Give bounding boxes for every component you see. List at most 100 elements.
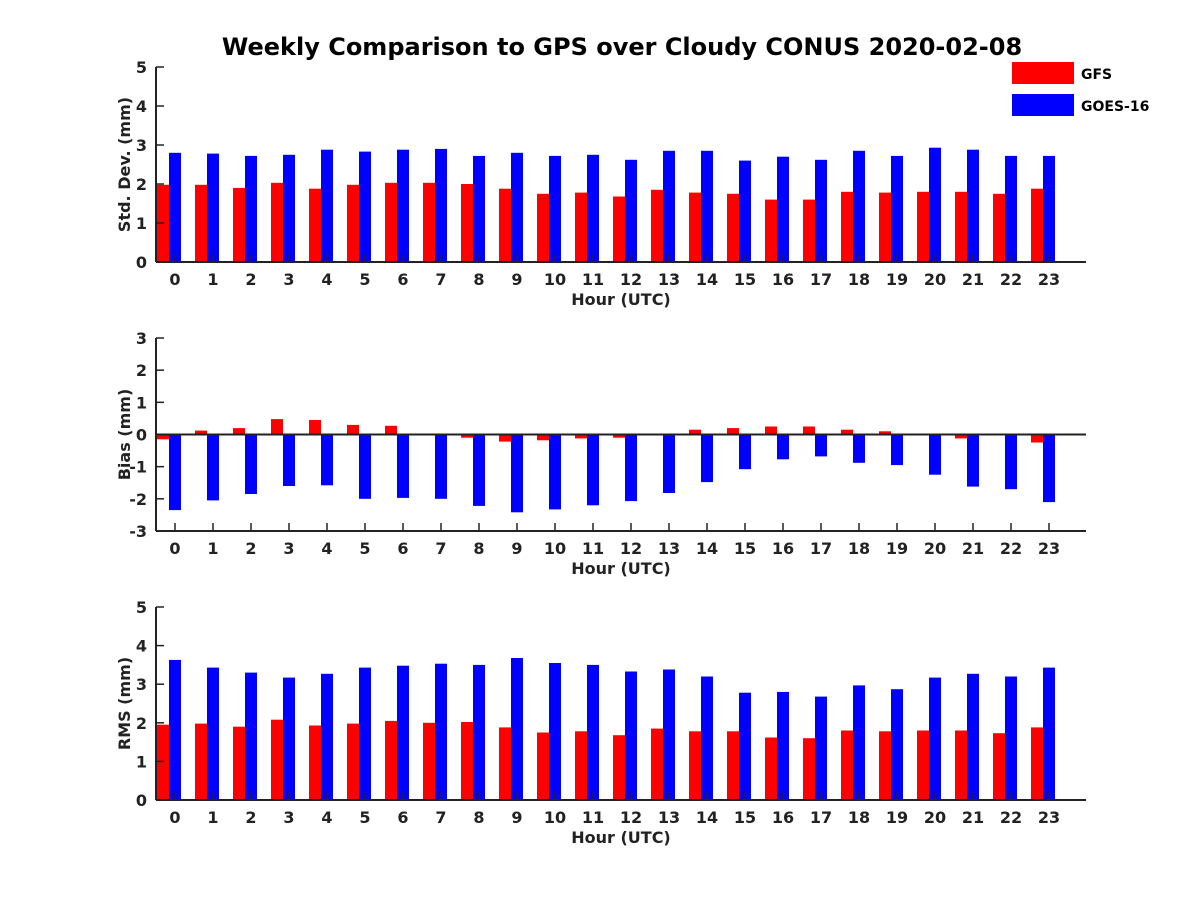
rms-x-tick-label: 7 xyxy=(435,808,446,827)
std-dev-bar-gfs-1 xyxy=(195,184,207,262)
rms-bar-gfs-6 xyxy=(385,720,397,800)
bias-x-tick-label: 16 xyxy=(772,539,794,558)
std-dev-bar-goes16-4 xyxy=(321,149,333,262)
rms-bar-gfs-8 xyxy=(461,722,473,800)
bias-x-tick-label: 22 xyxy=(1000,539,1022,558)
rms-x-tick-label: 5 xyxy=(359,808,370,827)
bias-x-tick-label: 4 xyxy=(321,539,332,558)
std-dev-x-tick-label: 5 xyxy=(359,270,370,289)
bias-x-tick-label: 15 xyxy=(734,539,756,558)
rms-bar-goes16-1 xyxy=(207,667,219,800)
std-dev-x-tick-label: 7 xyxy=(435,270,446,289)
std-dev-x-tick-label: 10 xyxy=(544,270,566,289)
std-dev-x-tick-label: 8 xyxy=(473,270,484,289)
rms-x-tick-label: 22 xyxy=(1000,808,1022,827)
rms-bar-gfs-19 xyxy=(879,731,891,800)
std-dev-bar-gfs-5 xyxy=(347,184,359,262)
rms-bar-gfs-20 xyxy=(917,730,929,800)
std-dev-x-tick-label: 14 xyxy=(696,270,718,289)
std-dev-x-tick-label: 22 xyxy=(1000,270,1022,289)
bias-y-tick-label: 0 xyxy=(136,426,147,445)
rms-bar-gfs-15 xyxy=(727,731,739,800)
rms-x-tick-label: 2 xyxy=(245,808,256,827)
std-dev-bar-gfs-7 xyxy=(423,182,435,262)
std-dev-bar-gfs-18 xyxy=(841,191,853,262)
bias-bar-goes16-6 xyxy=(397,434,409,498)
rms-y-tick-label: 5 xyxy=(136,598,147,617)
std-dev-y-tick-label: 3 xyxy=(136,136,147,155)
rms-bar-gfs-16 xyxy=(765,737,777,800)
std-dev-bar-goes16-20 xyxy=(929,147,941,262)
bias-bar-gfs-14 xyxy=(689,429,701,435)
bias-y-tick-label: 2 xyxy=(136,361,147,380)
std-dev-bar-gfs-11 xyxy=(575,192,587,262)
std-dev-x-tick-label: 6 xyxy=(397,270,408,289)
bias-bar-goes16-22 xyxy=(1005,434,1017,490)
rms-bar-goes16-15 xyxy=(739,692,751,800)
rms-bar-gfs-18 xyxy=(841,730,853,800)
std-dev-bar-goes16-9 xyxy=(511,152,523,262)
std-dev-bar-gfs-13 xyxy=(651,189,663,262)
std-dev-bar-gfs-19 xyxy=(879,192,891,262)
bias-y-tick-label: -2 xyxy=(129,490,147,509)
rms-x-tick-label: 10 xyxy=(544,808,566,827)
bias-x-tick-label: 2 xyxy=(245,539,256,558)
std-dev-bar-gfs-8 xyxy=(461,184,473,262)
bias-x-tick-label: 1 xyxy=(207,539,218,558)
bias-bar-goes16-23 xyxy=(1043,434,1055,503)
bias-bar-goes16-15 xyxy=(739,434,751,470)
bias-bar-gfs-11 xyxy=(575,434,587,439)
bias-bar-goes16-10 xyxy=(549,434,561,510)
rms-bar-gfs-4 xyxy=(309,725,321,800)
std-dev-bar-goes16-15 xyxy=(739,160,751,262)
std-dev-bar-gfs-16 xyxy=(765,199,777,262)
rms-x-tick-label: 23 xyxy=(1038,808,1060,827)
legend-label-gfs: GFS xyxy=(1081,67,1112,83)
rms-bar-goes16-23 xyxy=(1043,667,1055,800)
bias-x-tick-label: 17 xyxy=(810,539,832,558)
std-dev-y-axis-label: Std. Dev. (mm) xyxy=(115,97,134,232)
rms-bar-gfs-5 xyxy=(347,723,359,800)
std-dev-bar-gfs-17 xyxy=(803,199,815,262)
std-dev-bar-goes16-18 xyxy=(853,150,865,262)
bias-x-tick-label: 7 xyxy=(435,539,446,558)
bias-bar-goes16-14 xyxy=(701,434,713,483)
std-dev-bar-goes16-12 xyxy=(625,159,637,262)
rms-x-tick-label: 13 xyxy=(658,808,680,827)
std-dev-bar-gfs-21 xyxy=(955,191,967,262)
std-dev-bar-goes16-23 xyxy=(1043,155,1055,262)
rms-bar-goes16-20 xyxy=(929,677,941,800)
rms-bar-goes16-13 xyxy=(663,669,675,800)
bias-bar-gfs-21 xyxy=(955,434,967,439)
std-dev-x-tick-label: 23 xyxy=(1038,270,1060,289)
bias-y-tick-label: 1 xyxy=(136,393,147,412)
bias-bar-gfs-19 xyxy=(879,431,891,435)
bias-y-axis-label: Bias (mm) xyxy=(115,389,134,481)
bias-x-tick-label: 0 xyxy=(169,539,180,558)
bias-bar-gfs-1 xyxy=(195,430,207,435)
bias-bar-goes16-8 xyxy=(473,434,485,506)
std-dev-bar-goes16-1 xyxy=(207,153,219,262)
bias-bar-goes16-3 xyxy=(283,434,295,486)
bias-bar-goes16-11 xyxy=(587,434,599,506)
rms-y-tick-label: 1 xyxy=(136,752,147,771)
rms-bar-goes16-4 xyxy=(321,673,333,800)
std-dev-x-tick-label: 13 xyxy=(658,270,680,289)
bias-bar-goes16-2 xyxy=(245,434,257,494)
std-dev-bar-goes16-5 xyxy=(359,151,371,262)
std-dev-y-tick-label: 4 xyxy=(136,97,147,116)
std-dev-bar-gfs-23 xyxy=(1031,188,1043,262)
std-dev-bar-goes16-6 xyxy=(397,149,409,262)
bias-bar-goes16-21 xyxy=(967,434,979,487)
rms-bar-goes16-18 xyxy=(853,685,865,800)
legend-label-goes16: GOES-16 xyxy=(1081,99,1149,115)
rms-bar-goes16-10 xyxy=(549,663,561,800)
rms-y-tick-label: 2 xyxy=(136,714,147,733)
bias-bar-gfs-17 xyxy=(803,426,815,435)
rms-bar-gfs-7 xyxy=(423,722,435,800)
std-dev-bar-goes16-0 xyxy=(169,152,181,262)
std-dev-x-tick-label: 2 xyxy=(245,270,256,289)
std-dev-x-tick-label: 16 xyxy=(772,270,794,289)
rms-bar-goes16-2 xyxy=(245,672,257,800)
